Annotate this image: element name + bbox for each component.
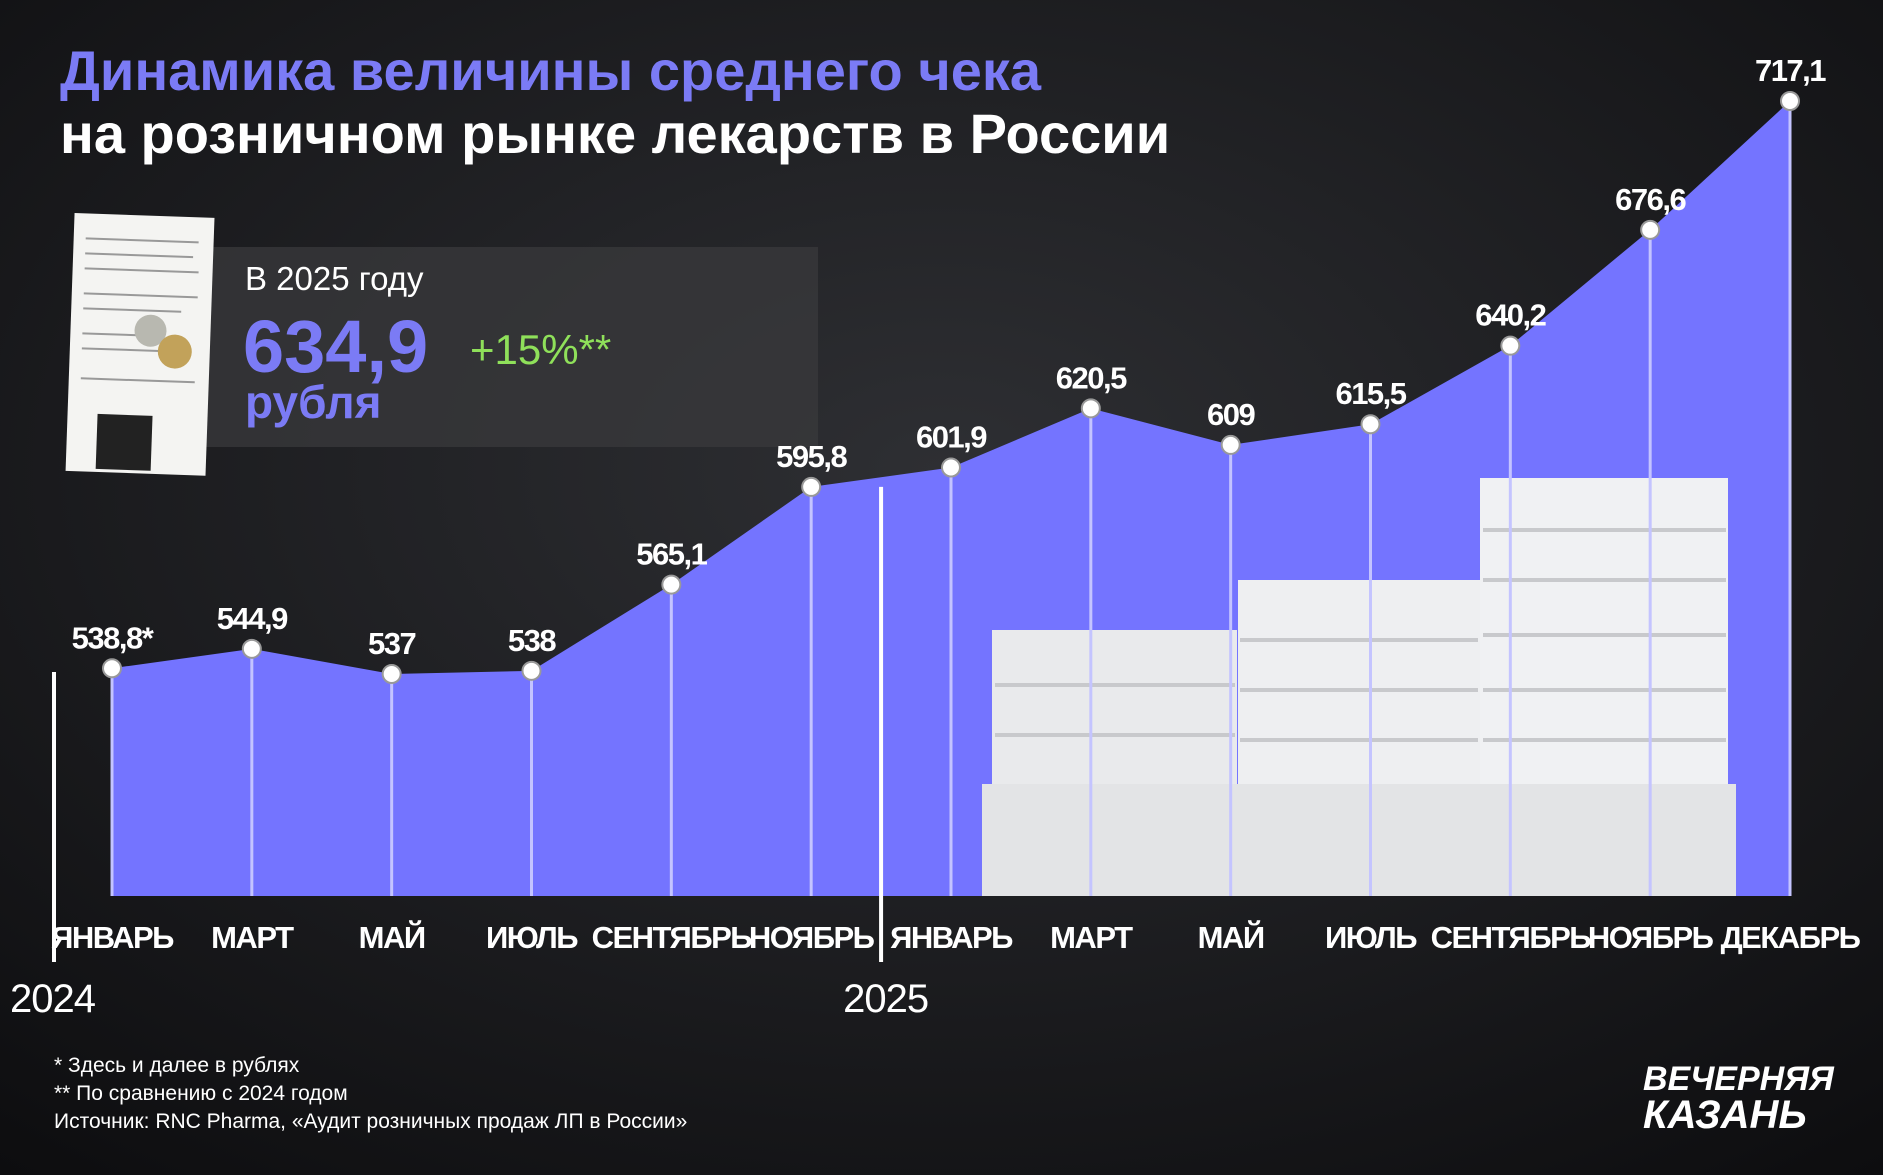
highlight-value: 634,9 xyxy=(243,305,428,388)
x-tick-label: ИЮЛЬ xyxy=(486,920,578,955)
value-label: 565,1 xyxy=(636,537,707,572)
data-point xyxy=(661,574,682,595)
info-box-bg xyxy=(198,247,818,447)
point-layer: 538,8* 544,9 537 538 565,1 595,8 601,9 620,5 609… xyxy=(10,53,1862,1021)
brand-logo: ВЕЧЕРНЯЯ КАЗАНЬ xyxy=(1643,1060,1835,1137)
brand-line: ВЕЧЕРНЯЯ xyxy=(1643,1060,1835,1098)
shelf-unit xyxy=(992,630,1237,790)
data-point xyxy=(801,476,822,497)
x-tick-label: ДЕКАБРЬ xyxy=(1721,920,1861,955)
info-box: В 2025 году 634,9 +15%** рубля xyxy=(198,247,818,447)
footnote: * Здесь и далее в рублях xyxy=(54,1054,300,1077)
value-label: 676,6 xyxy=(1615,182,1686,217)
x-tick-label: НОЯБРЬ xyxy=(1588,920,1714,955)
value-label: 544,9 xyxy=(217,601,288,636)
value-label: 538 xyxy=(508,623,556,658)
coin xyxy=(134,314,167,347)
footnotes: * Здесь и далее в рублях ** По сравнению… xyxy=(54,1054,687,1133)
data-point xyxy=(381,664,402,684)
year-label: 2025 xyxy=(843,977,928,1021)
value-label: 640,2 xyxy=(1475,298,1545,333)
value-label: 537 xyxy=(368,626,415,661)
receipt-qr xyxy=(95,413,153,471)
x-tick-label: СЕНТЯБРЬ xyxy=(1431,920,1592,955)
value-label: 538,8* xyxy=(72,620,155,655)
coin xyxy=(157,334,192,369)
x-tick-label: НОЯБРЬ xyxy=(749,920,875,955)
value-label: 601,9 xyxy=(916,420,987,455)
highlight-unit: рубля xyxy=(245,376,381,428)
x-tick-label: МАЙ xyxy=(1198,919,1264,955)
value-label: 615,5 xyxy=(1335,376,1406,411)
shelf-unit xyxy=(1238,580,1480,790)
x-tick-label: ЯНВАРЬ xyxy=(51,920,174,955)
x-tick-label: ЯНВАРЬ xyxy=(890,920,1013,955)
value-label: 595,8 xyxy=(776,439,847,474)
footnote: Источник: RNC Pharma, «Аудит розничных п… xyxy=(54,1110,687,1133)
x-tick-label: МАРТ xyxy=(211,920,294,955)
data-point xyxy=(941,457,961,478)
value-label: 609 xyxy=(1207,397,1255,432)
x-tick-label: СЕНТЯБРЬ xyxy=(592,920,753,955)
highlight-change: +15%** xyxy=(470,326,611,373)
data-point xyxy=(1640,219,1661,240)
counter xyxy=(982,784,1736,896)
data-point xyxy=(1080,398,1101,419)
highlight-label: В 2025 году xyxy=(245,260,424,297)
data-point xyxy=(1360,414,1381,435)
data-point xyxy=(1220,434,1241,455)
receipt-paper xyxy=(65,212,215,476)
chart-title: Динамика величины среднего чека xyxy=(60,39,1042,102)
data-point xyxy=(1500,335,1521,356)
data-point xyxy=(241,638,262,659)
year-label: 2024 xyxy=(10,977,96,1021)
x-tick-label: МАЙ xyxy=(359,919,425,955)
value-label: 620,5 xyxy=(1056,360,1127,395)
data-point xyxy=(1780,91,1800,111)
x-tick-label: ИЮЛЬ xyxy=(1325,920,1417,955)
data-point xyxy=(102,658,122,679)
shelf-boards xyxy=(995,528,1726,742)
x-tick-label: МАРТ xyxy=(1050,920,1133,955)
chart-subtitle: на розничном рынке лекарств в России xyxy=(60,102,1170,165)
value-label: 717,1 xyxy=(1755,53,1826,88)
receipt xyxy=(65,212,215,476)
pharmacy-shelves xyxy=(982,478,1736,896)
footnote: ** По сравнению с 2024 годом xyxy=(54,1082,348,1105)
brand-line: КАЗАНЬ xyxy=(1643,1093,1807,1137)
data-point xyxy=(521,660,542,681)
